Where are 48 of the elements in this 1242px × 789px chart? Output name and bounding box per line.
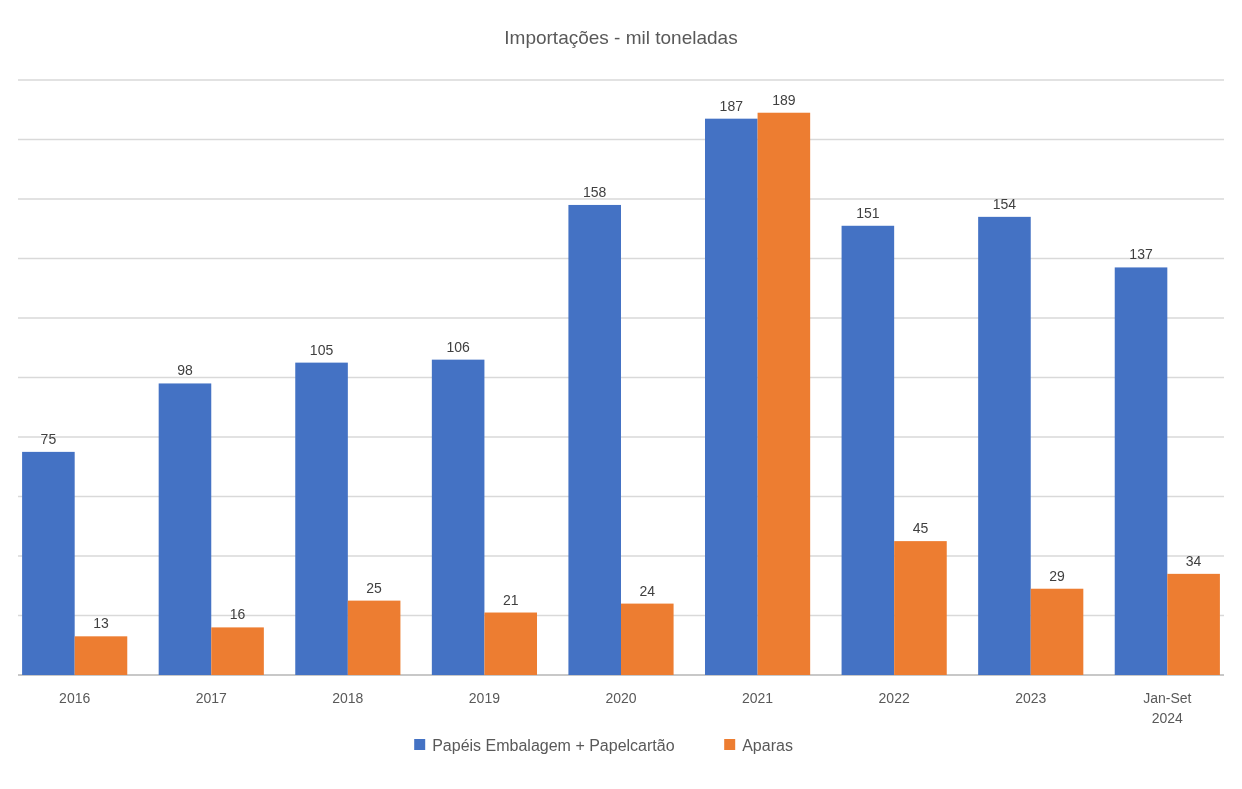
data-label: 106 bbox=[446, 338, 471, 355]
bar bbox=[1167, 573, 1220, 675]
x-tick-label: 2016 bbox=[59, 690, 91, 706]
data-label: 187 bbox=[719, 97, 744, 114]
bar bbox=[347, 600, 401, 675]
bar bbox=[705, 118, 758, 675]
x-tick-label: 2023 bbox=[1015, 690, 1047, 706]
x-tick-label: 2017 bbox=[195, 690, 228, 706]
bar bbox=[978, 216, 1031, 675]
data-label: 21 bbox=[502, 591, 519, 608]
data-label: 29 bbox=[1049, 567, 1066, 584]
bar bbox=[568, 204, 621, 675]
x-tick-label: 2019 bbox=[468, 690, 501, 706]
bar bbox=[621, 603, 674, 675]
data-label: 24 bbox=[639, 582, 656, 599]
data-label: 34 bbox=[1185, 552, 1202, 569]
data-label: 25 bbox=[366, 579, 383, 596]
bar bbox=[295, 362, 348, 675]
bar bbox=[757, 112, 811, 675]
data-label: 13 bbox=[93, 615, 109, 632]
chart-title: Importações - mil toneladas bbox=[504, 27, 738, 48]
data-label: 154 bbox=[992, 195, 1017, 212]
x-tick-label: Jan-Set 2024 bbox=[1143, 690, 1192, 726]
legend-label: Aparas bbox=[742, 736, 793, 754]
data-label: 158 bbox=[583, 183, 607, 200]
data-label: 45 bbox=[912, 520, 929, 537]
bar bbox=[841, 225, 895, 675]
x-tick-label: 2021 bbox=[742, 690, 774, 706]
data-label: 98 bbox=[177, 362, 193, 379]
bar bbox=[158, 383, 212, 675]
data-label: 189 bbox=[772, 91, 796, 108]
data-label: 75 bbox=[40, 430, 57, 447]
data-label: 137 bbox=[1129, 246, 1153, 263]
bar bbox=[484, 612, 537, 675]
bar bbox=[894, 541, 947, 675]
data-label: 16 bbox=[229, 606, 246, 623]
bar bbox=[22, 451, 75, 675]
legend-label: Papéis Embalagem + Papelcartão bbox=[432, 736, 675, 754]
x-tick-label: 2020 bbox=[605, 690, 637, 706]
bar bbox=[431, 359, 485, 675]
bar bbox=[74, 636, 128, 675]
data-label: 105 bbox=[309, 341, 334, 358]
data-label: 151 bbox=[856, 204, 880, 221]
bar bbox=[1030, 588, 1084, 675]
bar bbox=[1114, 267, 1168, 675]
bar bbox=[211, 627, 264, 675]
x-tick-label: 2022 bbox=[878, 690, 910, 706]
x-tick-label: 2018 bbox=[332, 690, 364, 706]
